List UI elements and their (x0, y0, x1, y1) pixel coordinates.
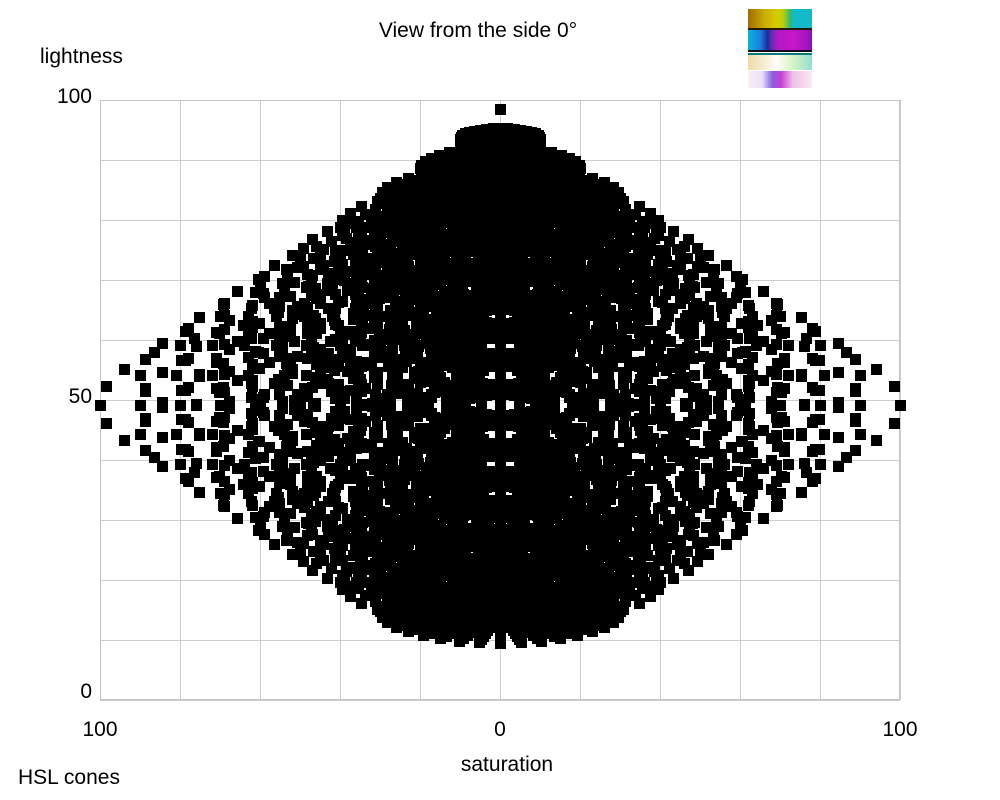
figure-caption: HSL cones (18, 766, 120, 789)
thumbnail-band (748, 9, 812, 30)
x-axis-label: saturation (460, 753, 554, 776)
plot-area (95, 100, 906, 701)
y-tick-100: 100 (56, 85, 92, 108)
y-tick-50: 50 (68, 385, 92, 408)
x-tick-right-100: 100 (882, 718, 918, 741)
x-tick-left-100: 100 (82, 718, 118, 741)
hsl-preview-thumbnail (748, 9, 812, 89)
thumbnail-band (748, 53, 812, 70)
y-axis-label: lightness (40, 45, 123, 68)
chart-title: View from the side 0° (378, 19, 578, 42)
x-tick-0: 0 (494, 718, 506, 741)
thumbnail-band (748, 30, 812, 52)
thumbnail-band (748, 71, 812, 88)
y-tick-0: 0 (80, 680, 92, 703)
